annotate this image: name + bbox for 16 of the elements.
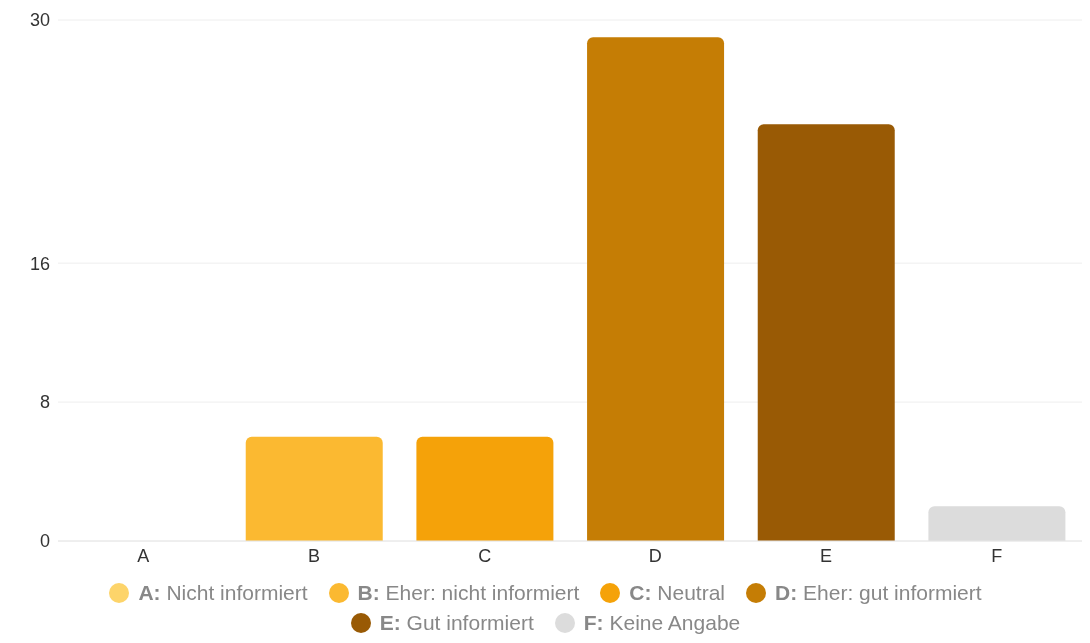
x-tick-label: E [819, 545, 833, 566]
y-tick-label: 30 [29, 10, 50, 31]
legend-label: F: Keine Angabe [583, 611, 741, 635]
legend-label: E: Gut informiert [379, 611, 534, 635]
y-tick-label: 0 [39, 531, 50, 552]
legend-label: A: Nicht informiert [138, 581, 308, 605]
legend-label: B: Eher: nicht informiert [357, 581, 580, 605]
x-tick-label: B [307, 545, 321, 566]
y-tick-label: 8 [39, 392, 50, 413]
x-tick-label: D [648, 545, 662, 566]
y-tick-label: 16 [29, 253, 50, 274]
x-tick-label: A [137, 545, 150, 566]
x-tick-label: F [991, 545, 1003, 566]
x-tick-label: C [478, 545, 492, 566]
legend-label: D: Eher: gut informiert [775, 581, 982, 605]
legend-label: C: Neutral [629, 581, 726, 605]
